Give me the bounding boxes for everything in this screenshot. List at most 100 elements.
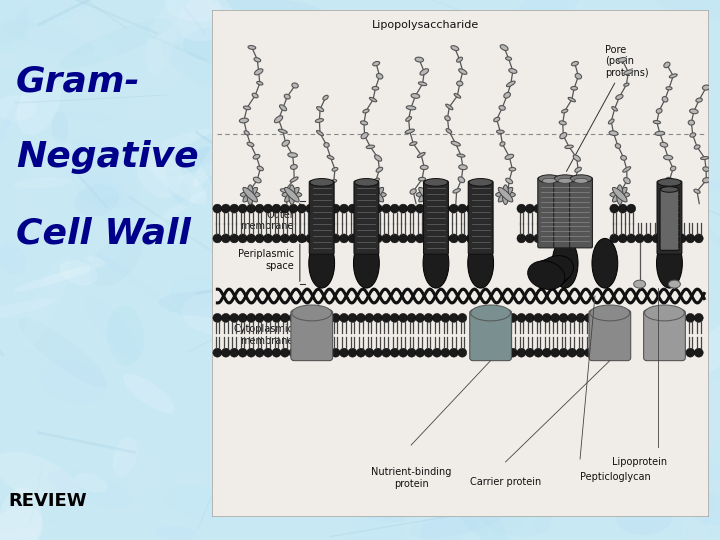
Ellipse shape: [575, 167, 581, 172]
Ellipse shape: [552, 239, 578, 288]
Ellipse shape: [300, 11, 343, 83]
Ellipse shape: [642, 0, 690, 44]
Ellipse shape: [694, 189, 700, 193]
Ellipse shape: [338, 272, 370, 306]
Circle shape: [669, 348, 678, 357]
Ellipse shape: [482, 372, 521, 400]
Ellipse shape: [245, 239, 282, 264]
Ellipse shape: [660, 187, 678, 192]
Ellipse shape: [644, 305, 684, 321]
Ellipse shape: [410, 507, 506, 538]
Circle shape: [289, 313, 298, 322]
Circle shape: [306, 234, 315, 243]
Ellipse shape: [323, 104, 347, 134]
Ellipse shape: [269, 132, 362, 187]
Ellipse shape: [367, 198, 482, 247]
Ellipse shape: [58, 18, 172, 69]
Ellipse shape: [290, 177, 298, 182]
Circle shape: [289, 204, 298, 213]
Circle shape: [433, 204, 441, 213]
Ellipse shape: [107, 306, 145, 366]
Circle shape: [365, 234, 374, 243]
Ellipse shape: [290, 165, 297, 170]
Ellipse shape: [660, 188, 666, 194]
Circle shape: [348, 234, 357, 243]
Ellipse shape: [568, 190, 574, 195]
Circle shape: [635, 234, 644, 243]
Circle shape: [694, 348, 703, 357]
Circle shape: [559, 313, 568, 322]
Ellipse shape: [606, 299, 662, 359]
Ellipse shape: [664, 156, 672, 160]
Circle shape: [517, 348, 526, 357]
Ellipse shape: [420, 69, 428, 75]
Circle shape: [247, 348, 256, 357]
Circle shape: [281, 348, 289, 357]
Circle shape: [449, 204, 459, 213]
Ellipse shape: [247, 142, 254, 146]
Ellipse shape: [646, 516, 720, 540]
Circle shape: [669, 313, 678, 322]
Circle shape: [382, 204, 391, 213]
Circle shape: [348, 204, 357, 213]
Text: Carrier protein: Carrier protein: [470, 477, 541, 487]
Ellipse shape: [348, 194, 375, 212]
Circle shape: [585, 313, 593, 322]
Ellipse shape: [400, 116, 426, 153]
Circle shape: [314, 313, 323, 322]
Circle shape: [238, 348, 247, 357]
Ellipse shape: [459, 69, 467, 75]
Ellipse shape: [166, 174, 192, 206]
Circle shape: [424, 204, 433, 213]
Circle shape: [593, 348, 602, 357]
Circle shape: [340, 204, 348, 213]
Ellipse shape: [611, 370, 639, 407]
Circle shape: [542, 234, 552, 243]
Ellipse shape: [573, 155, 580, 161]
Ellipse shape: [164, 485, 237, 519]
Ellipse shape: [499, 105, 505, 110]
Ellipse shape: [611, 197, 682, 254]
Circle shape: [517, 313, 526, 322]
Ellipse shape: [320, 190, 328, 194]
Ellipse shape: [679, 298, 703, 326]
Ellipse shape: [332, 79, 365, 112]
Ellipse shape: [409, 234, 459, 257]
Ellipse shape: [211, 122, 256, 144]
Ellipse shape: [284, 94, 290, 99]
Text: Nutrient-binding
protein: Nutrient-binding protein: [371, 467, 451, 489]
FancyBboxPatch shape: [657, 181, 682, 254]
Text: Lipoprotein: Lipoprotein: [612, 457, 667, 467]
Ellipse shape: [563, 151, 644, 226]
Ellipse shape: [418, 177, 426, 181]
Ellipse shape: [151, 48, 189, 91]
Ellipse shape: [418, 152, 426, 158]
Circle shape: [356, 204, 366, 213]
Ellipse shape: [571, 86, 577, 90]
Ellipse shape: [162, 128, 238, 151]
Ellipse shape: [207, 385, 324, 433]
Ellipse shape: [411, 93, 420, 98]
Ellipse shape: [81, 224, 135, 283]
Circle shape: [467, 234, 475, 243]
Circle shape: [365, 348, 374, 357]
Circle shape: [449, 234, 459, 243]
Ellipse shape: [422, 493, 482, 540]
Ellipse shape: [494, 117, 500, 122]
Ellipse shape: [170, 275, 216, 312]
Ellipse shape: [372, 86, 379, 90]
Ellipse shape: [71, 136, 138, 210]
Circle shape: [508, 348, 518, 357]
Ellipse shape: [93, 250, 184, 316]
Circle shape: [238, 234, 247, 243]
Ellipse shape: [608, 435, 643, 467]
Ellipse shape: [624, 178, 630, 184]
Circle shape: [213, 204, 222, 213]
Circle shape: [281, 234, 289, 243]
Circle shape: [356, 348, 366, 357]
Circle shape: [399, 313, 408, 322]
Circle shape: [264, 348, 272, 357]
Ellipse shape: [310, 461, 355, 491]
Ellipse shape: [323, 368, 366, 407]
Ellipse shape: [682, 515, 706, 540]
